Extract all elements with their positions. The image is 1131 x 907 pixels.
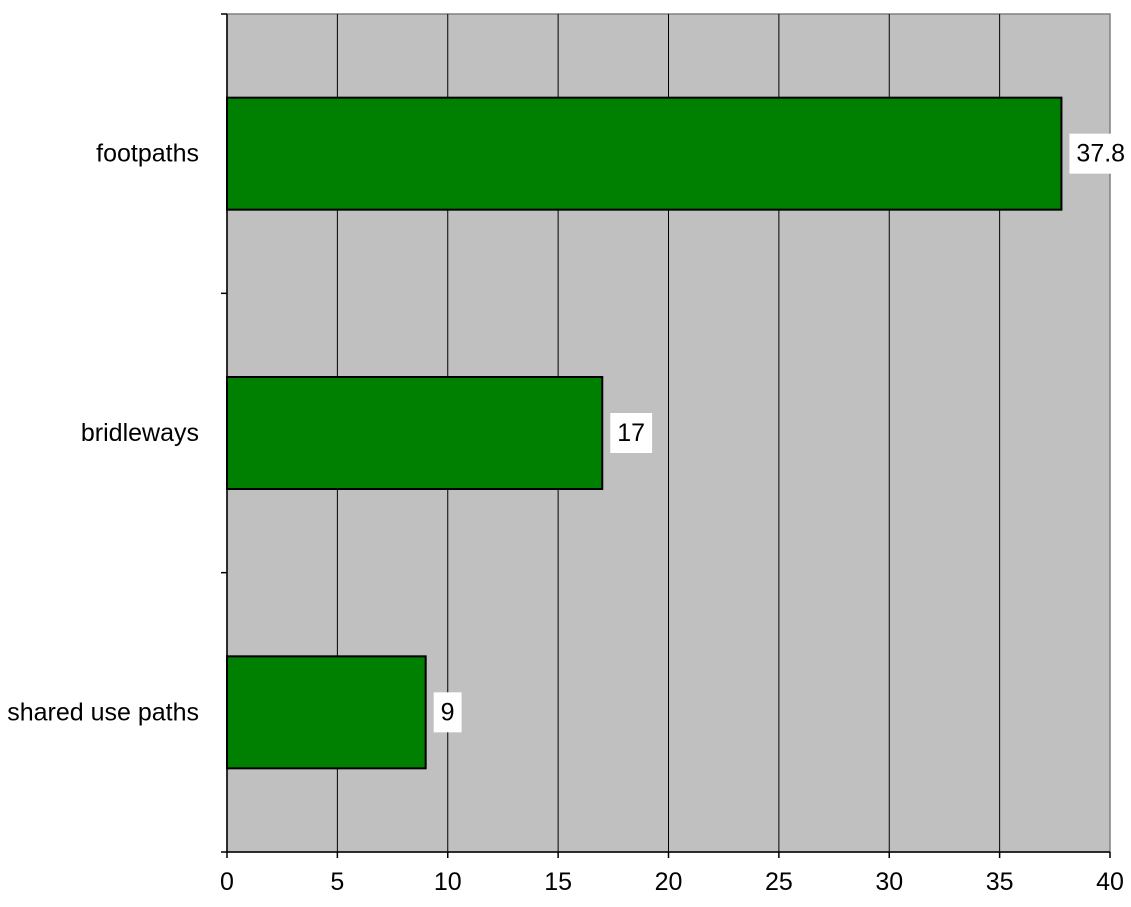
bar bbox=[226, 655, 427, 770]
x-tick-label: 30 bbox=[875, 868, 903, 896]
category-labels: footpaths bridleways shared use paths bbox=[7, 140, 199, 727]
data-label: 17 bbox=[610, 413, 653, 453]
x-tick-label: 15 bbox=[544, 868, 572, 896]
data-label: 9 bbox=[433, 692, 462, 733]
data-label: 37.8 bbox=[1069, 133, 1131, 174]
bar bbox=[226, 96, 1063, 211]
x-tick-label: 0 bbox=[220, 868, 234, 896]
data-label-text: 17 bbox=[617, 419, 645, 447]
x-tick-labels: 0 5 10 15 20 25 30 35 40 bbox=[220, 868, 1124, 896]
data-labels: 37.8 17 9 bbox=[433, 133, 1131, 733]
bars bbox=[226, 96, 1063, 770]
data-label-background bbox=[1069, 133, 1131, 174]
y-axis bbox=[221, 13, 228, 853]
data-label-background bbox=[433, 692, 462, 733]
data-label-background bbox=[610, 413, 653, 453]
bar bbox=[226, 376, 604, 490]
data-label-text: 9 bbox=[441, 698, 455, 726]
x-tick-label: 20 bbox=[655, 868, 683, 896]
category-label: bridleways bbox=[81, 419, 199, 447]
x-tick-label: 35 bbox=[986, 868, 1014, 896]
category-label: shared use paths bbox=[7, 698, 199, 726]
x-tick-label: 5 bbox=[330, 868, 344, 896]
x-tick-label: 40 bbox=[1096, 868, 1124, 896]
x-tick-label: 10 bbox=[434, 868, 462, 896]
x-axis bbox=[226, 851, 1111, 858]
x-tick-label: 25 bbox=[765, 868, 793, 896]
data-label-text: 37.8 bbox=[1076, 140, 1125, 168]
category-label: footpaths bbox=[96, 140, 199, 168]
